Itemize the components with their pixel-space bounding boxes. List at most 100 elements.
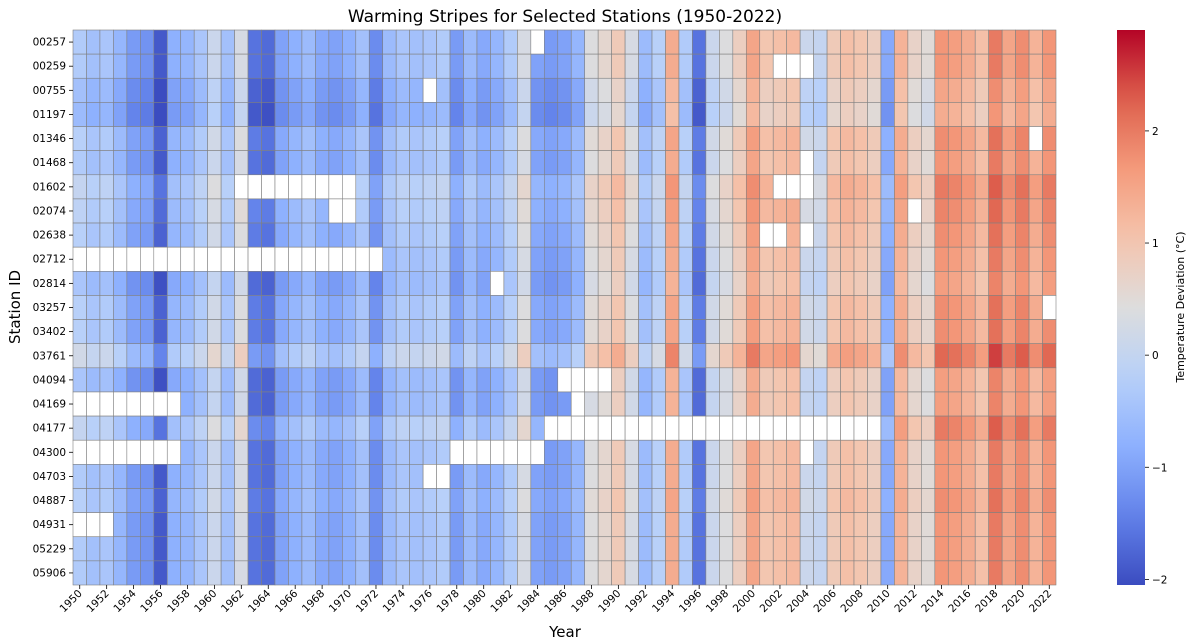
heatmap-cell: [597, 198, 612, 224]
heatmap-cell: [678, 150, 693, 176]
heatmap-cell: [463, 295, 478, 320]
heatmap-cell: [328, 464, 343, 489]
heatmap-cell: [342, 488, 357, 513]
heatmap-cell: [234, 174, 249, 200]
heatmap-cell: [745, 391, 761, 417]
heatmap-cell: [113, 198, 128, 224]
heatmap-cell: [449, 319, 464, 345]
heatmap-cell: [894, 464, 909, 489]
heatmap-cell: [786, 77, 801, 103]
heatmap-cell: [220, 29, 235, 55]
heatmap-cell: [99, 246, 114, 272]
heatmap-cell: [678, 464, 693, 489]
heatmap-cell: [638, 512, 653, 538]
heatmap-cell: [72, 415, 87, 441]
heatmap-cell: [422, 29, 437, 55]
heatmap-cell: [799, 415, 814, 441]
heatmap-cell: [1015, 222, 1030, 248]
heatmap-cell: [853, 295, 868, 320]
heatmap-cell: [921, 391, 936, 417]
heatmap-cell: [961, 29, 976, 55]
heatmap-cell: [974, 174, 989, 200]
heatmap-cell: [328, 295, 343, 320]
heatmap-cell: [342, 464, 357, 489]
heatmap-cell: [368, 536, 384, 562]
heatmap-cell: [86, 464, 101, 489]
heatmap-cell: [288, 512, 303, 538]
heatmap-cell: [988, 319, 1003, 345]
y-tick-label: 01602: [33, 181, 66, 193]
heatmap-cell: [301, 102, 316, 127]
heatmap-cell: [786, 560, 801, 586]
heatmap-cell: [772, 439, 787, 465]
heatmap-cell: [921, 560, 936, 586]
heatmap-cell: [1015, 536, 1030, 562]
heatmap-cell: [1015, 512, 1030, 538]
heatmap-cell: [180, 174, 195, 200]
heatmap-cell: [422, 536, 437, 562]
heatmap-cell: [247, 391, 262, 417]
heatmap-cell: [974, 29, 989, 55]
heatmap-cell: [705, 391, 720, 417]
heatmap-cell: [705, 174, 720, 200]
heatmap-cell: [813, 126, 828, 151]
heatmap-cell: [772, 295, 787, 320]
heatmap-cell: [368, 415, 384, 441]
heatmap-cell: [759, 102, 774, 127]
heatmap-cell: [826, 174, 841, 200]
heatmap-cell: [692, 246, 707, 272]
heatmap-cell: [328, 488, 343, 513]
heatmap-cell: [611, 319, 626, 345]
heatmap-cell: [665, 512, 680, 538]
heatmap-cell: [651, 319, 666, 345]
heatmap-cell: [301, 53, 316, 79]
heatmap-cell: [166, 126, 182, 151]
heatmap-cell: [799, 319, 814, 345]
heatmap-cell: [840, 53, 855, 79]
y-tick-label: 00257: [33, 37, 66, 49]
heatmap-cell: [517, 488, 532, 513]
heatmap-cell: [692, 222, 707, 248]
heatmap-cell: [665, 102, 680, 127]
heatmap-cell: [193, 126, 208, 151]
heatmap-cell: [651, 29, 666, 55]
heatmap-cell: [880, 512, 895, 538]
heatmap-cell: [355, 77, 370, 103]
heatmap-cell: [584, 295, 599, 320]
heatmap-cell: [705, 536, 720, 562]
heatmap-cell: [597, 560, 612, 586]
heatmap-cell: [409, 488, 424, 513]
heatmap-cell: [974, 222, 989, 248]
heatmap-cell: [355, 246, 370, 272]
heatmap-cell: [247, 270, 262, 296]
heatmap-cell: [449, 77, 464, 103]
heatmap-cell: [840, 488, 855, 513]
heatmap-cell: [315, 560, 330, 586]
heatmap-cell: [638, 270, 653, 296]
heatmap-cell: [867, 102, 882, 127]
heatmap-cell: [517, 319, 532, 345]
heatmap-cell: [207, 415, 222, 441]
heatmap-cell: [921, 198, 936, 224]
heatmap-cell: [678, 343, 693, 369]
heatmap-cell: [247, 29, 262, 55]
heatmap-cell: [409, 464, 424, 489]
heatmap-cell: [1042, 319, 1057, 345]
heatmap-cell: [678, 270, 693, 296]
x-tick-label: 1960: [192, 588, 219, 615]
heatmap-cell: [597, 29, 612, 55]
heatmap-cell: [826, 536, 841, 562]
heatmap-cell: [395, 391, 410, 417]
heatmap-cell: [355, 102, 370, 127]
heatmap-cell: [422, 198, 437, 224]
heatmap-cell: [799, 77, 814, 103]
chart-title: Warming Stripes for Selected Stations (1…: [348, 7, 782, 27]
heatmap-cell: [368, 464, 384, 489]
heatmap-cell: [234, 29, 249, 55]
heatmap-cell: [288, 126, 303, 151]
heatmap-cell: [126, 295, 141, 320]
heatmap-cell: [934, 198, 949, 224]
heatmap-cell: [328, 319, 343, 345]
heatmap-cell: [974, 391, 989, 417]
heatmap-cell: [853, 270, 868, 296]
